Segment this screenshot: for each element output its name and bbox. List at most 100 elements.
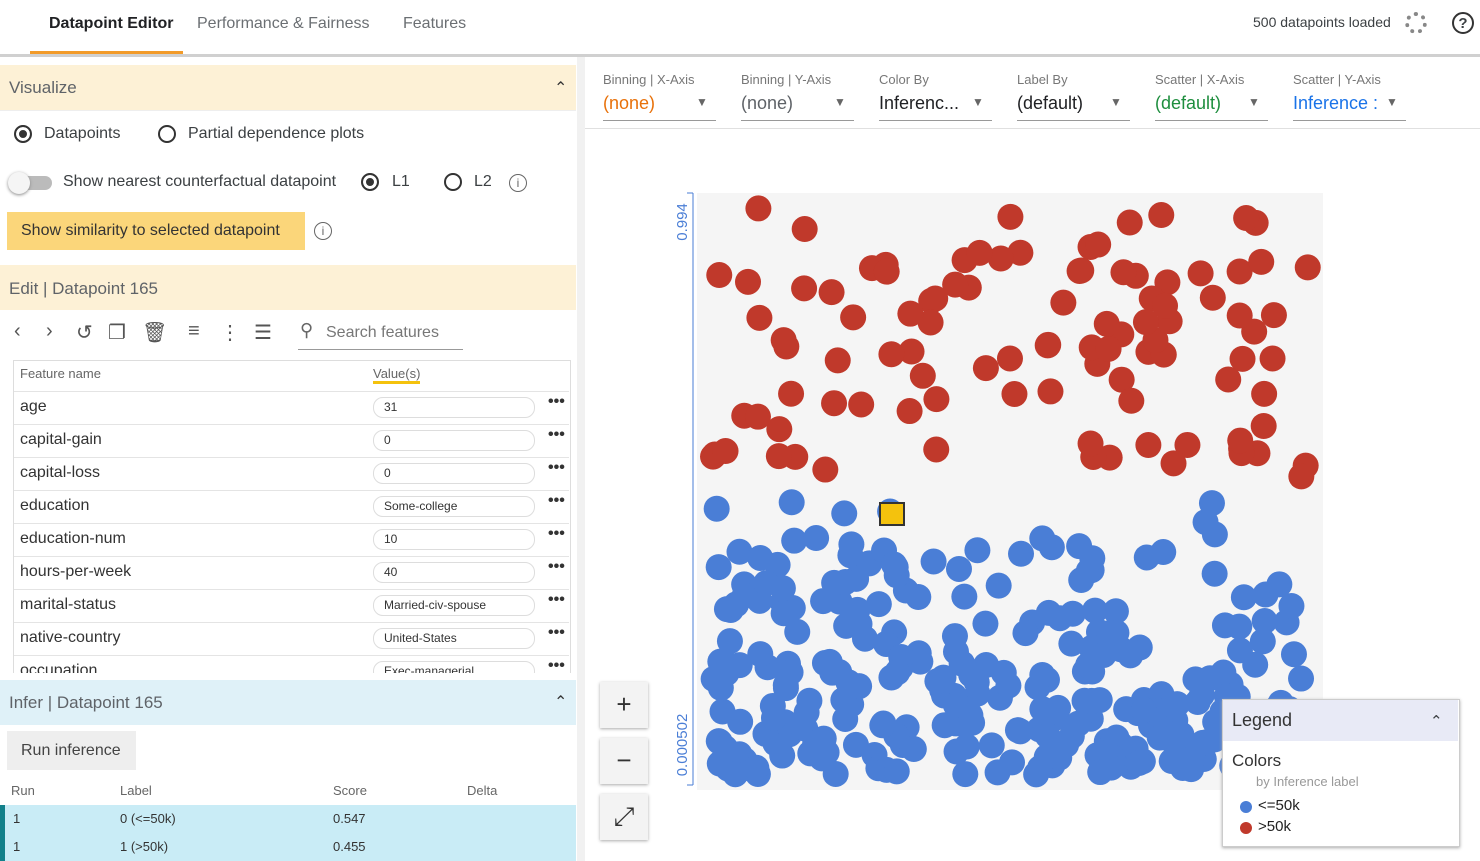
result-row [0,833,576,861]
datapoint [746,304,773,331]
datapoint [923,386,950,413]
toggle-knob[interactable] [8,172,30,194]
dropdown-arrow[interactable]: ▼ [1386,95,1398,109]
datapoint [747,641,774,668]
zoom-button[interactable]: ⤢ [600,794,648,840]
value-input[interactable] [373,529,535,550]
chevron[interactable]: ⌃ [554,80,568,97]
toolbar-icon[interactable]: 🗑 [142,322,168,344]
dropdown-arrow[interactable]: ▼ [1248,95,1260,109]
value-input[interactable] [373,496,535,517]
datapoint [951,583,978,610]
counterfactual-label: Show nearest counterfactual datapoint [63,173,337,190]
datapoint [1103,724,1130,751]
datapoint [705,554,732,581]
row-border [14,523,569,524]
datapoint [1226,613,1253,640]
datapoint [1280,641,1307,668]
more-icon[interactable]: ••• [548,426,565,443]
datapoint [1058,630,1085,657]
control-value[interactable]: Inferenc... [879,93,960,113]
status: 500 datapoints loaded [1253,14,1391,30]
run-button[interactable]: Run inference [7,731,136,770]
more-icon[interactable]: ••• [548,525,565,542]
more-icon[interactable]: ••• [548,393,565,410]
radio[interactable] [14,125,32,143]
datapoint [963,669,990,696]
toolbar-icon[interactable]: ↺ [76,322,93,344]
norm[interactable]: L2 [474,173,492,190]
datapoint [810,588,837,615]
dropdown-arrow[interactable]: ▼ [696,95,708,109]
radio[interactable] [158,125,176,143]
info-icon[interactable]: i [314,222,332,240]
dropdown-arrow[interactable]: ▼ [972,95,984,109]
datapoint [1077,430,1104,457]
selected-datapoint [879,502,905,526]
datapoint [707,648,734,675]
datapoint [1085,231,1112,258]
toolbar-icon[interactable]: ≡ [188,320,200,342]
dropdown-arrow[interactable]: ▼ [834,95,846,109]
value-input[interactable] [373,397,535,418]
scatter-plot: 0.994 0.000502 [674,192,1323,790]
radio[interactable] [361,173,379,191]
help-icon[interactable]: ? [1452,12,1474,34]
option[interactable]: Partial dependence plots [188,125,365,142]
settings-icon[interactable] [1405,12,1427,34]
more-icon[interactable]: ••• [548,591,565,608]
control-label: Label By [1017,72,1068,87]
datapoint [1050,289,1077,316]
datapoint [966,239,993,266]
info-icon[interactable]: i [509,174,527,192]
more-icon[interactable]: ••• [548,492,565,509]
datapoint [941,623,968,650]
toolbar-icon[interactable]: ❐ [108,322,126,344]
zoom-button[interactable]: − [600,738,648,784]
value-input[interactable] [373,463,535,484]
control-value[interactable]: Inference : [1293,93,1377,113]
toolbar-icon[interactable]: ⋮ [220,322,240,344]
datapoint [996,345,1023,372]
toolbar-icon[interactable]: ☰ [254,322,272,344]
more-icon[interactable]: ••• [548,657,565,674]
search-box[interactable] [298,322,463,350]
datapoint [1034,722,1061,749]
dropdown-arrow[interactable]: ▼ [1110,95,1122,109]
control-value[interactable]: (default) [1017,93,1084,113]
datapoint [1215,366,1242,393]
datapoint [1288,463,1315,490]
control-label: Binning | Y-Axis [741,72,832,87]
radio[interactable] [444,173,462,191]
more-icon[interactable]: ••• [548,624,565,641]
tab[interactable]: Datapoint Editor [49,15,174,32]
tab[interactable]: Features [403,15,467,32]
edit-title: Edit | Datapoint 165 [9,279,159,298]
option[interactable]: Datapoints [44,125,121,142]
datapoint [1029,525,1056,552]
norm[interactable]: L1 [392,173,410,190]
toolbar-icon[interactable]: ‹ [14,320,21,342]
control-value[interactable]: (none) [741,93,794,113]
zoom-button[interactable]: + [600,682,648,728]
datapoint [924,668,951,695]
value-input[interactable] [373,628,535,649]
control-value[interactable]: (none) [603,93,656,113]
similarity-button[interactable]: Show similarity to selected datapoint [7,212,305,250]
value-input[interactable] [373,562,535,583]
chevron[interactable]: ⌃ [1430,713,1443,730]
feature-value: Married-civ-spouse [384,598,487,612]
datapoint [1125,750,1152,777]
value-input[interactable] [373,595,535,616]
toolbar-icon[interactable]: › [46,320,53,342]
control-value[interactable]: (default) [1155,93,1222,113]
row-border [14,655,569,656]
more-icon[interactable]: ••• [548,459,565,476]
tab[interactable]: Performance & Fairness [197,15,370,32]
value-input[interactable] [373,430,535,451]
more-icon[interactable]: ••• [548,558,565,575]
chevron[interactable]: ⌃ [554,694,568,711]
datapoint [865,591,892,618]
datapoint [1160,450,1187,477]
result-row [0,805,576,833]
